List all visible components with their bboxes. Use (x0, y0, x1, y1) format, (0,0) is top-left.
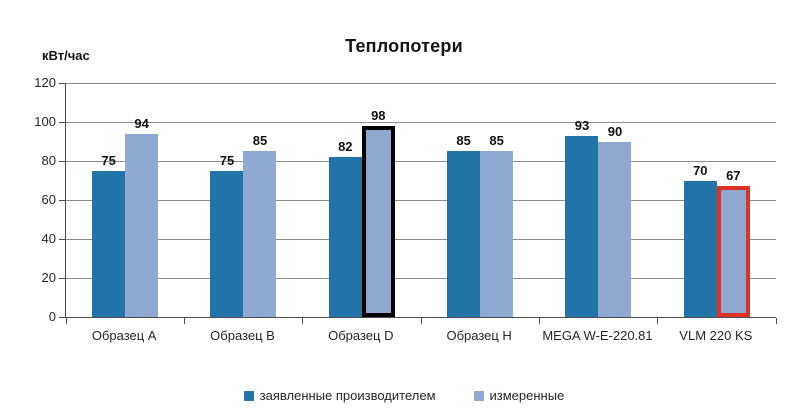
bar-value-label: 98 (371, 107, 386, 123)
bar-wrap: 67 (716, 168, 750, 317)
y-tick-label-60: 60 (41, 192, 56, 207)
bar-wrap: 94 (125, 115, 159, 317)
bar-series1-cat1 (92, 170, 126, 317)
bar-wrap: 93 (565, 117, 599, 317)
y-tick-mark-0 (59, 317, 66, 318)
gridline-y-60 (66, 199, 776, 201)
x-category-label-2: Образец B (210, 328, 275, 343)
y-tick-label-120: 120 (34, 75, 56, 90)
gridline-y-120 (66, 82, 776, 84)
bar-group-6: 70 67 (658, 83, 776, 317)
bar-value-label: 90 (607, 123, 623, 139)
bar-wrap: 82 (328, 139, 362, 317)
bar-group-5: 93 90 (539, 83, 657, 317)
x-tick-mark-5 (657, 318, 659, 324)
x-tick-mark-2 (302, 318, 304, 324)
bar-series2-cat2 (243, 151, 277, 317)
x-category-label-1: Образец A (91, 328, 157, 343)
x-tick-mark-4 (538, 318, 540, 324)
bar-value-label: 85 (252, 133, 268, 149)
bar-wrap: 70 (683, 162, 717, 317)
x-tick-mark-6 (775, 318, 777, 324)
bar-series2-cat1 (125, 133, 159, 317)
y-axis-unit-label: кВт/час (42, 48, 90, 63)
legend-swatch-icon (473, 390, 484, 401)
y-tick-mark-60 (59, 199, 66, 201)
bar-series1-cat5 (565, 135, 599, 317)
x-category-label-5: MEGA W-E-220.81 (542, 328, 653, 343)
legend-swatch-icon (243, 390, 254, 401)
x-tick-mark-1 (183, 318, 185, 324)
bar-series2-cat3-highlighted (361, 125, 395, 317)
bar-series1-cat2 (210, 170, 244, 317)
y-tick-mark-40 (59, 238, 66, 240)
bar-group-4: 85 85 (421, 83, 539, 317)
legend-item-1: заявленные производителем (243, 388, 436, 403)
legend-label: заявленные производителем (259, 388, 436, 403)
gridline-y-80 (66, 160, 776, 162)
bar-value-label: 94 (134, 115, 149, 131)
y-tick-label-80: 80 (41, 153, 56, 168)
chart-title: Теплопотери (345, 36, 463, 56)
bar-groups: 75 94 75 85 82 98 85 85 93 90 70 67 (66, 83, 776, 317)
x-tick-mark-3 (420, 318, 422, 324)
bar-series2-cat4 (480, 151, 514, 317)
legend-item-2: измеренные (473, 388, 565, 403)
legend: заявленные производителем измеренные (0, 388, 808, 403)
bar-series2-cat5 (598, 141, 632, 317)
legend-label: измеренные (489, 388, 565, 403)
x-category-label-3: Образец D (328, 328, 394, 343)
y-tick-mark-120 (59, 82, 66, 84)
bar-series1-cat3 (328, 157, 362, 317)
x-category-label-6: VLM 220 KS (679, 328, 753, 343)
bar-value-label: 85 (456, 133, 471, 149)
bar-group-1: 75 94 (66, 83, 184, 317)
y-tick-label-20: 20 (41, 270, 56, 285)
bar-wrap: 98 (361, 107, 395, 317)
bar-wrap: 85 (243, 133, 277, 317)
plot-area: 75 94 75 85 82 98 85 85 93 90 70 67 0 20 40 60 80 100 120 (34, 75, 777, 324)
bar-wrap: 75 (92, 152, 126, 317)
bar-wrap: 90 (598, 123, 632, 317)
x-category-label-4: Образец H (446, 328, 512, 343)
bar-value-label: 75 (101, 152, 116, 168)
bar-wrap: 75 (210, 152, 244, 317)
bar-wrap: 85 (480, 133, 514, 317)
bar-value-label: 75 (219, 152, 235, 168)
gridline-y-100 (66, 121, 776, 123)
x-tick-mark-0 (65, 318, 67, 324)
y-tick-mark-20 (59, 277, 66, 279)
bar-value-label: 67 (726, 168, 741, 184)
x-axis-category-labels: Образец A Образец B Образец D Образец H MEGA… (65, 328, 775, 343)
y-tick-mark-100 (59, 121, 66, 123)
bar-series1-cat6 (683, 180, 717, 317)
bar-value-label: 93 (574, 117, 590, 133)
bar-series2-cat6-highlighted (716, 186, 750, 317)
bar-value-label: 70 (693, 162, 708, 178)
gridline-y-40 (66, 238, 776, 240)
bar-value-label: 82 (338, 139, 353, 155)
y-tick-label-40: 40 (41, 231, 56, 246)
bar-series1-cat4 (447, 151, 481, 317)
gridline-y-20 (66, 277, 776, 279)
y-tick-mark-80 (59, 160, 66, 162)
bar-wrap: 85 (447, 133, 481, 317)
bar-value-label: 85 (489, 133, 504, 149)
y-tick-label-100: 100 (34, 114, 56, 129)
bar-group-2: 75 85 (184, 83, 302, 317)
y-tick-label-0: 0 (48, 309, 56, 324)
bar-group-3: 82 98 (303, 83, 421, 317)
